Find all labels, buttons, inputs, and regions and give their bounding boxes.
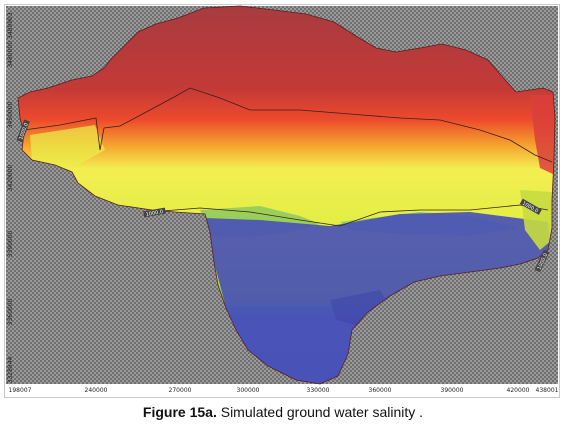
y-tick-label: 3420000 xyxy=(7,164,14,191)
x-axis: 198007 240000 270000 300000 330000 36000… xyxy=(9,387,559,394)
y-tick-label: 3480000 3489903 xyxy=(7,12,14,68)
contour-label: 1000.0 xyxy=(145,209,163,218)
figure-label: Figure 15a. xyxy=(142,404,217,420)
figure-caption-text: Simulated ground water salinity . xyxy=(220,404,424,420)
y-axis: 3480000 3489903 3450000 3420000 3390000 … xyxy=(7,12,14,383)
y-tick-label: 3450000 xyxy=(7,101,14,128)
x-tick-label: 330000 xyxy=(307,387,330,394)
y-tick-label: 3328844 xyxy=(7,356,14,383)
contour-label: 1000.0 xyxy=(18,122,30,140)
x-tick-label: 360000 xyxy=(369,387,392,394)
x-tick-label: 438001 xyxy=(536,387,559,394)
x-tick-label: 390000 xyxy=(441,387,464,394)
contour-lower xyxy=(149,204,549,227)
x-tick-label: 198007 xyxy=(9,387,32,394)
x-tick-label: 420000 xyxy=(507,387,530,394)
x-tick-label: 300000 xyxy=(237,387,260,394)
contour-upper xyxy=(23,87,553,163)
x-tick-label: 270000 xyxy=(169,387,192,394)
y-tick-label: 3390000 xyxy=(7,230,14,257)
figure-caption: Figure 15a. Simulated ground water salin… xyxy=(0,404,566,420)
y-tick-label: 3360000 xyxy=(7,298,14,325)
x-tick-label: 240000 xyxy=(85,387,108,394)
